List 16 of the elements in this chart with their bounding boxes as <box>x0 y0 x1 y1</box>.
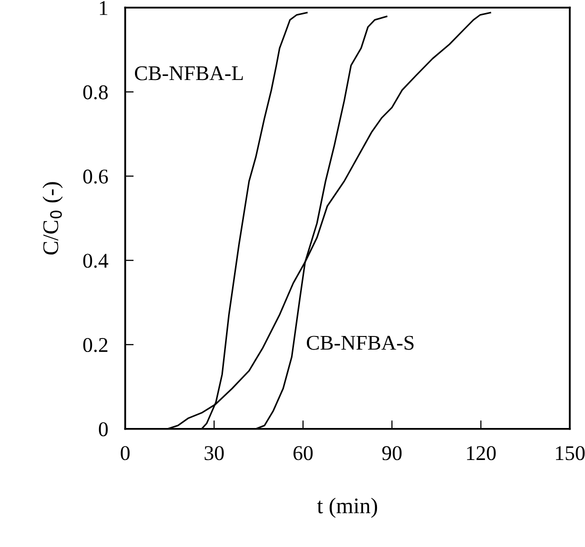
x-axis-title: t (min) <box>317 498 378 518</box>
y-tick-label: 0 <box>98 422 108 436</box>
x-tick-label: 60 <box>294 446 313 460</box>
x-tick-label: 150 <box>556 446 585 460</box>
series-label: CB-NFBA-S <box>306 336 414 350</box>
y-tick-label: 1 <box>100 1 108 15</box>
series-label: CB-NFBA-L <box>134 66 243 80</box>
y-tick-label: 0.4 <box>83 254 108 268</box>
y-tick-label: 0.2 <box>83 338 108 352</box>
y-tick-label: 0.8 <box>83 85 108 100</box>
x-tick-label: 30 <box>204 446 224 460</box>
x-tick-label: 90 <box>382 446 402 460</box>
x-tick-label: 120 <box>467 446 496 460</box>
x-tick-label: 0 <box>120 446 130 460</box>
y-axis-title: C/C$_{0}$ (-) <box>42 182 63 255</box>
y-tick-label: 0.6 <box>83 170 108 184</box>
